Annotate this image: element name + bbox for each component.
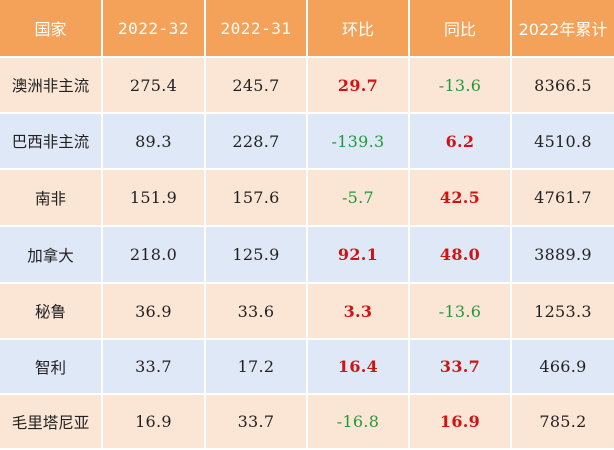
cell-week-32: 218.0 xyxy=(103,227,206,284)
cell-country: 智利 xyxy=(0,340,103,395)
header-ytd: 2022年累计 xyxy=(512,0,614,58)
cell-week-31: 33.7 xyxy=(206,395,308,450)
cell-yoy: 48.0 xyxy=(410,227,512,284)
cell-wow: 92.1 xyxy=(308,227,410,284)
cell-yoy: 42.5 xyxy=(410,170,512,227)
cell-country: 加拿大 xyxy=(0,227,103,284)
cell-ytd: 785.2 xyxy=(512,395,614,450)
cell-yoy: -13.6 xyxy=(410,284,512,340)
cell-ytd: 3889.9 xyxy=(512,227,614,284)
cell-ytd: 4510.8 xyxy=(512,114,614,170)
cell-wow: -5.7 xyxy=(308,170,410,227)
cell-week-32: 36.9 xyxy=(103,284,206,340)
cell-wow: -139.3 xyxy=(308,114,410,170)
cell-week-32: 16.9 xyxy=(103,395,206,450)
cell-country: 秘鲁 xyxy=(0,284,103,340)
cell-ytd: 1253.3 xyxy=(512,284,614,340)
cell-country: 澳洲非主流 xyxy=(0,58,103,114)
cell-wow: 16.4 xyxy=(308,340,410,395)
cell-ytd: 4761.7 xyxy=(512,170,614,227)
cell-week-31: 228.7 xyxy=(206,114,308,170)
cell-wow: -16.8 xyxy=(308,395,410,450)
cell-ytd: 466.9 xyxy=(512,340,614,395)
cell-country: 巴西非主流 xyxy=(0,114,103,170)
header-yoy: 同比 xyxy=(410,0,512,58)
cell-yoy: 6.2 xyxy=(410,114,512,170)
header-week-32: 2022-32 xyxy=(103,0,206,58)
cell-yoy: 33.7 xyxy=(410,340,512,395)
cell-week-32: 33.7 xyxy=(103,340,206,395)
header-wow: 环比 xyxy=(308,0,410,58)
cell-wow: 29.7 xyxy=(308,58,410,114)
cell-yoy: -13.6 xyxy=(410,58,512,114)
cell-week-31: 125.9 xyxy=(206,227,308,284)
cell-week-31: 17.2 xyxy=(206,340,308,395)
cell-country: 毛里塔尼亚 xyxy=(0,395,103,450)
cell-week-31: 33.6 xyxy=(206,284,308,340)
header-country: 国家 xyxy=(0,0,103,58)
cell-week-32: 89.3 xyxy=(103,114,206,170)
cell-week-31: 157.6 xyxy=(206,170,308,227)
cell-week-32: 151.9 xyxy=(103,170,206,227)
cell-wow: 3.3 xyxy=(308,284,410,340)
header-week-31: 2022-31 xyxy=(206,0,308,58)
cell-week-32: 275.4 xyxy=(103,58,206,114)
cell-yoy: 16.9 xyxy=(410,395,512,450)
cell-country: 南非 xyxy=(0,170,103,227)
cell-ytd: 8366.5 xyxy=(512,58,614,114)
cell-week-31: 245.7 xyxy=(206,58,308,114)
